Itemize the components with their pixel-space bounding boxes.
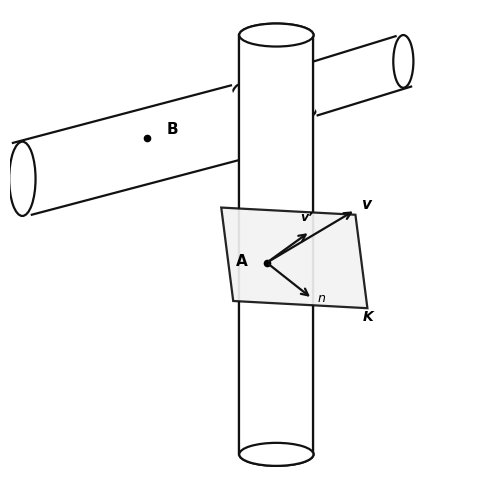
Polygon shape bbox=[239, 36, 314, 454]
Polygon shape bbox=[302, 37, 411, 116]
Ellipse shape bbox=[239, 443, 314, 466]
Text: B: B bbox=[166, 122, 178, 137]
Polygon shape bbox=[13, 86, 250, 215]
Ellipse shape bbox=[394, 36, 413, 89]
Text: n: n bbox=[317, 291, 325, 305]
Text: K: K bbox=[362, 309, 374, 324]
Polygon shape bbox=[221, 208, 368, 308]
Ellipse shape bbox=[227, 85, 254, 159]
Ellipse shape bbox=[239, 443, 314, 466]
Text: A: A bbox=[236, 253, 248, 268]
Ellipse shape bbox=[300, 65, 320, 117]
Ellipse shape bbox=[9, 142, 36, 217]
Text: v’: v’ bbox=[300, 210, 313, 223]
Ellipse shape bbox=[239, 24, 314, 47]
Text: v: v bbox=[361, 196, 371, 211]
Polygon shape bbox=[239, 36, 314, 454]
Ellipse shape bbox=[239, 24, 314, 47]
